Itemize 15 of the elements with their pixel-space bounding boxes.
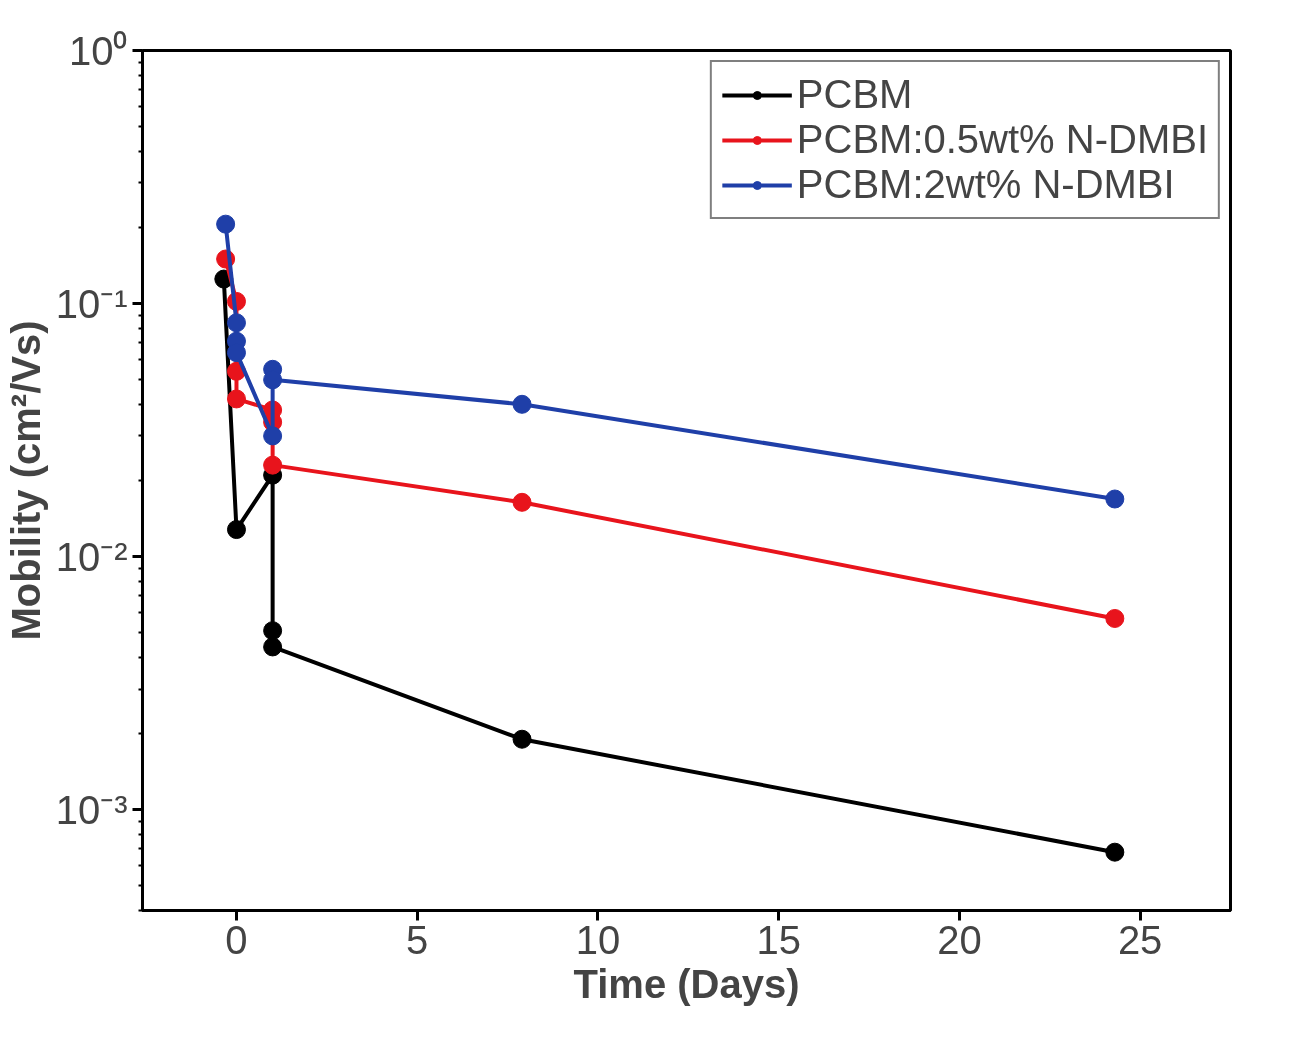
y-tick-label: 10⁻³ [55,787,128,832]
y-tick-label: 10⁻² [55,534,128,579]
y-axis-title: Mobility (cm²/Vs) [3,320,48,641]
x-tick-label: 10 [575,917,621,962]
x-tick-label: 20 [937,917,982,962]
legend-label: PCBM:2wt% N-DMBI [796,162,1175,207]
x-tick-label: 5 [406,917,429,962]
x-axis-title: Time (Days) [573,961,800,1006]
legend-label: PCBM [796,72,913,117]
x-tick-label: 0 [225,917,248,962]
x-tick-label: 25 [1117,917,1163,962]
y-tick-label: 10⁻¹ [55,281,128,326]
y-tick-label: 10⁰ [69,28,128,73]
legend-label: PCBM:0.5wt% N-DMBI [796,117,1208,162]
x-tick-label: 15 [756,917,801,962]
